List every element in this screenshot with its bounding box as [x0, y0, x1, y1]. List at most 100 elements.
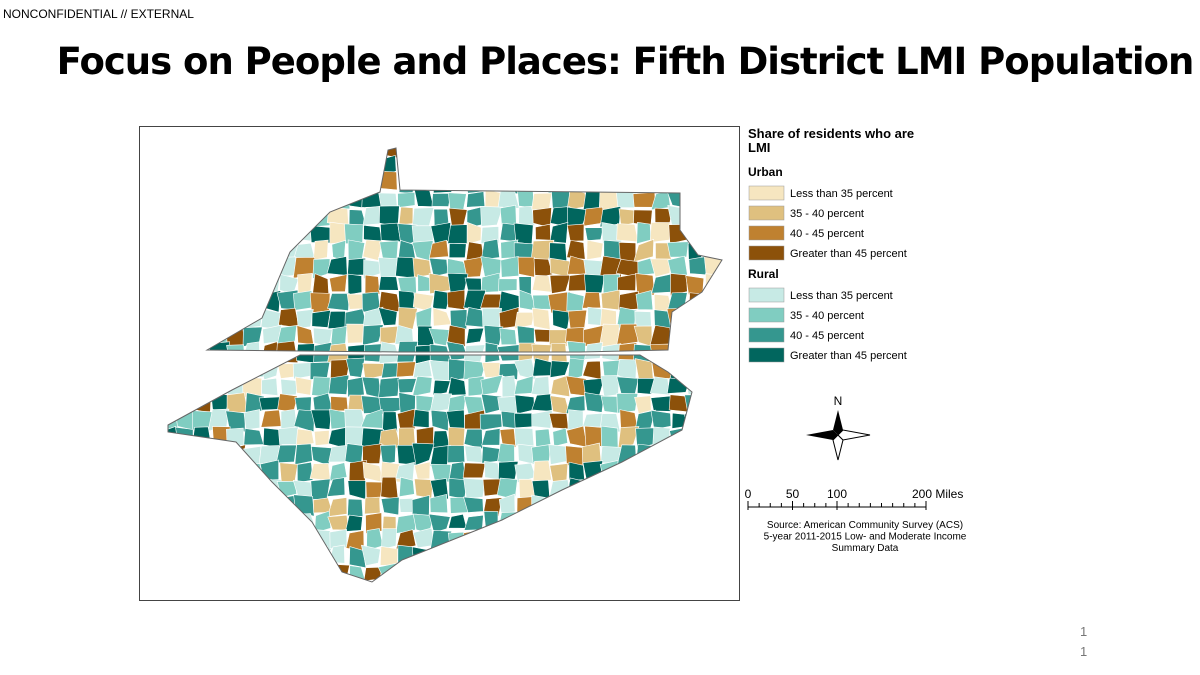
county — [380, 476, 399, 500]
county — [276, 325, 297, 346]
county — [617, 273, 637, 291]
county — [398, 476, 415, 498]
county — [293, 409, 315, 433]
county — [635, 290, 654, 311]
scale-bar: 0 50 100 200 Miles Source: American Communit… — [745, 487, 967, 554]
county — [650, 409, 672, 430]
county — [531, 409, 553, 429]
county — [565, 395, 586, 415]
legend-swatch — [748, 245, 785, 261]
county — [380, 222, 401, 243]
county — [346, 376, 365, 398]
county — [670, 273, 688, 297]
county — [464, 445, 484, 463]
county — [463, 256, 484, 278]
county — [584, 392, 605, 413]
county — [633, 238, 655, 263]
county — [412, 409, 430, 429]
county — [428, 328, 451, 347]
county — [396, 361, 417, 378]
scale-label: 0 — [745, 487, 752, 501]
county — [616, 223, 639, 243]
county — [411, 442, 435, 466]
county — [498, 493, 516, 516]
county — [428, 513, 451, 534]
county — [600, 289, 622, 311]
county — [447, 324, 466, 348]
north-arrow: N — [806, 394, 871, 461]
county — [347, 498, 364, 517]
scale-label: 50 — [786, 487, 800, 501]
county — [549, 360, 570, 378]
county — [380, 496, 400, 516]
state-outlines — [167, 147, 723, 583]
county — [365, 481, 384, 500]
scale-label: 200 Miles — [912, 487, 963, 501]
county — [329, 274, 348, 292]
county — [600, 425, 619, 448]
county — [531, 307, 551, 331]
county — [549, 221, 569, 244]
county — [530, 239, 555, 262]
county — [550, 374, 571, 398]
county — [568, 461, 585, 481]
county — [313, 239, 329, 261]
county — [381, 528, 398, 550]
county — [466, 222, 482, 245]
legend-label: Less than 35 percent — [790, 290, 893, 302]
legend-swatch — [748, 287, 785, 303]
county — [480, 226, 500, 244]
county — [365, 512, 383, 534]
legend-label: 40 - 45 percent — [790, 330, 864, 342]
county — [279, 462, 299, 483]
county — [329, 462, 348, 482]
county — [616, 323, 639, 346]
county — [309, 463, 331, 481]
county — [362, 443, 383, 464]
county — [463, 496, 484, 513]
county — [326, 477, 346, 497]
county — [583, 206, 604, 227]
legend-label: Greater than 45 percent — [790, 350, 907, 362]
legend-swatch — [748, 327, 785, 343]
county — [346, 323, 364, 344]
page-number: 11 — [1080, 624, 1088, 659]
county — [667, 255, 688, 278]
county — [432, 289, 451, 310]
county — [481, 428, 501, 446]
county — [397, 408, 416, 432]
county — [634, 310, 652, 328]
county — [650, 258, 672, 278]
county — [275, 444, 297, 464]
legend-swatch — [748, 307, 785, 323]
county — [395, 513, 417, 534]
county — [481, 238, 500, 261]
county — [327, 293, 350, 311]
north-label: N — [834, 394, 843, 408]
county — [586, 239, 604, 261]
scale-label: 100 — [827, 487, 847, 501]
county — [632, 191, 656, 208]
county — [295, 428, 315, 447]
county — [413, 461, 431, 480]
county — [431, 192, 452, 207]
county — [566, 239, 586, 260]
county — [313, 430, 330, 446]
county — [552, 427, 568, 447]
county — [584, 273, 606, 296]
legend-swatch — [748, 205, 785, 221]
county — [688, 256, 707, 276]
county — [463, 289, 487, 310]
county — [261, 377, 279, 396]
county — [480, 256, 502, 278]
county — [649, 376, 670, 396]
county — [379, 444, 397, 465]
source-note: Source: American Community Survey (ACS) — [767, 520, 963, 531]
county — [362, 205, 384, 226]
county — [462, 462, 486, 479]
county — [465, 327, 485, 345]
county — [277, 393, 298, 413]
county — [330, 325, 348, 346]
legend-swatch — [748, 185, 785, 201]
